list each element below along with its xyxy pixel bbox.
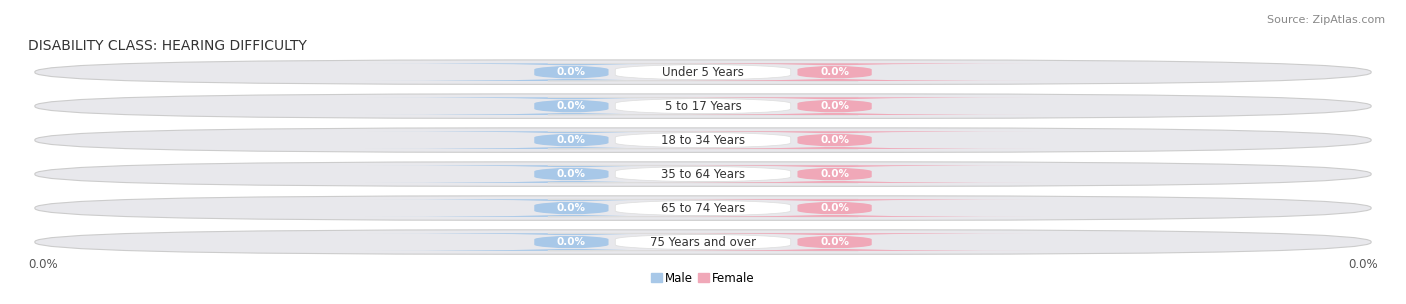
Text: 5 to 17 Years: 5 to 17 Years (665, 100, 741, 112)
FancyBboxPatch shape (628, 131, 1040, 149)
FancyBboxPatch shape (35, 162, 1371, 186)
Text: Source: ZipAtlas.com: Source: ZipAtlas.com (1267, 15, 1385, 25)
FancyBboxPatch shape (366, 97, 778, 115)
FancyBboxPatch shape (35, 230, 1371, 254)
Text: 35 to 64 Years: 35 to 64 Years (661, 168, 745, 181)
Text: 75 Years and over: 75 Years and over (650, 236, 756, 249)
Text: Under 5 Years: Under 5 Years (662, 66, 744, 79)
FancyBboxPatch shape (548, 131, 858, 149)
Text: 0.0%: 0.0% (820, 237, 849, 247)
Text: 0.0%: 0.0% (820, 101, 849, 111)
Text: 0.0%: 0.0% (557, 237, 586, 247)
Text: 0.0%: 0.0% (557, 101, 586, 111)
Text: 0.0%: 0.0% (557, 203, 586, 213)
FancyBboxPatch shape (366, 233, 778, 251)
Text: 0.0%: 0.0% (557, 135, 586, 145)
FancyBboxPatch shape (366, 63, 778, 81)
FancyBboxPatch shape (548, 233, 858, 251)
Text: 0.0%: 0.0% (557, 67, 586, 77)
Legend: Male, Female: Male, Female (647, 267, 759, 289)
FancyBboxPatch shape (628, 63, 1040, 81)
FancyBboxPatch shape (628, 97, 1040, 115)
FancyBboxPatch shape (628, 233, 1040, 251)
FancyBboxPatch shape (366, 199, 778, 217)
FancyBboxPatch shape (35, 128, 1371, 152)
FancyBboxPatch shape (35, 196, 1371, 220)
Text: 18 to 34 Years: 18 to 34 Years (661, 134, 745, 147)
Text: 65 to 74 Years: 65 to 74 Years (661, 202, 745, 215)
Text: 0.0%: 0.0% (820, 203, 849, 213)
Text: 0.0%: 0.0% (28, 258, 58, 271)
Text: 0.0%: 0.0% (557, 169, 586, 179)
FancyBboxPatch shape (35, 60, 1371, 85)
FancyBboxPatch shape (548, 199, 858, 217)
FancyBboxPatch shape (548, 63, 858, 81)
Text: 0.0%: 0.0% (820, 169, 849, 179)
Text: 0.0%: 0.0% (820, 135, 849, 145)
Text: DISABILITY CLASS: HEARING DIFFICULTY: DISABILITY CLASS: HEARING DIFFICULTY (28, 39, 307, 53)
FancyBboxPatch shape (366, 131, 778, 149)
Text: 0.0%: 0.0% (1348, 258, 1378, 271)
FancyBboxPatch shape (548, 97, 858, 115)
Text: 0.0%: 0.0% (820, 67, 849, 77)
FancyBboxPatch shape (628, 165, 1040, 183)
FancyBboxPatch shape (548, 165, 858, 183)
FancyBboxPatch shape (628, 199, 1040, 217)
FancyBboxPatch shape (366, 165, 778, 183)
FancyBboxPatch shape (35, 94, 1371, 118)
